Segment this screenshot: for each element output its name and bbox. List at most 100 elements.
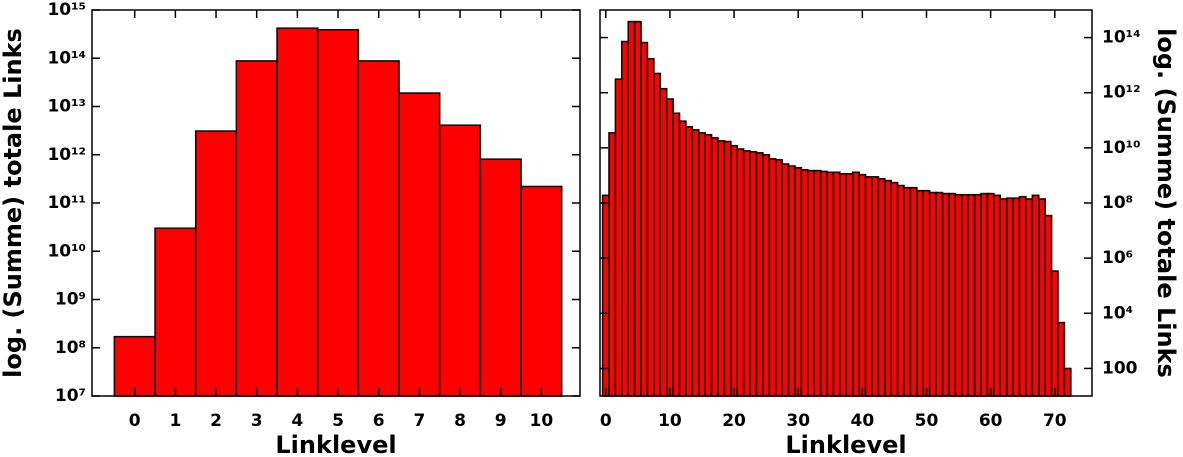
y-tick-label: 10¹²	[1102, 83, 1141, 103]
bar	[736, 148, 745, 397]
bar	[832, 171, 841, 397]
bar	[999, 198, 1008, 397]
bar	[704, 133, 713, 397]
bar	[698, 132, 706, 397]
bar	[601, 194, 610, 397]
bar	[749, 151, 758, 397]
bar	[877, 177, 886, 397]
bar	[980, 192, 989, 397]
x-tick-label: 4	[291, 411, 303, 431]
bar	[520, 185, 563, 397]
y-tick-label: 10⁹	[55, 290, 86, 310]
y-tick-label: 10¹⁴	[47, 48, 86, 68]
bar	[1038, 198, 1046, 397]
bar	[768, 158, 777, 397]
y-tick-label: 10¹¹	[47, 193, 86, 213]
bar	[928, 191, 937, 397]
bar	[1025, 198, 1034, 397]
x-tick-label: 30	[786, 411, 810, 431]
x-tick-label: 9	[495, 411, 507, 431]
x-tick-label: 2	[210, 411, 222, 431]
bar	[890, 181, 899, 397]
y-tick-label: 10¹⁵	[47, 0, 86, 20]
x-tick-label: 70	[1043, 411, 1067, 431]
bar	[276, 27, 319, 397]
bar	[961, 193, 969, 397]
bar	[762, 154, 771, 397]
bar	[903, 186, 912, 397]
bar	[653, 72, 662, 397]
x-tick-label: 50	[915, 411, 939, 431]
x-axis-label: Linklevel	[785, 431, 906, 457]
bar	[948, 192, 957, 397]
y-tick-label: 100	[1102, 358, 1138, 378]
bar	[691, 129, 700, 397]
bar	[627, 20, 636, 397]
bar	[672, 112, 681, 397]
y-axis-label: log. (Summe) totale Links	[0, 28, 27, 378]
y-tick-label: 10¹²	[47, 145, 86, 165]
x-tick-label: 10	[530, 411, 554, 431]
x-tick-label: 8	[454, 411, 466, 431]
x-axis-label: Linklevel	[275, 431, 396, 457]
y-tick-label: 10⁷	[55, 386, 86, 406]
bar	[659, 87, 668, 397]
bar	[1050, 270, 1059, 397]
bar	[794, 166, 803, 397]
bar	[871, 176, 880, 397]
x-tick-label: 60	[979, 411, 1003, 431]
plot: 0 10 20 30 40 50 60 70 100 10⁴ 10⁶ 10⁸ 10¹⁰ 10¹² 10¹⁴ L…	[599, 9, 1180, 457]
bar	[845, 173, 854, 397]
y-axis-label: log. (Summe) totale Links	[1152, 28, 1180, 378]
bar	[787, 165, 796, 397]
bar	[1063, 367, 1072, 397]
bar	[730, 144, 739, 397]
bar	[742, 150, 751, 397]
bar	[813, 169, 822, 397]
bar	[398, 92, 441, 397]
bar	[909, 186, 918, 397]
bar	[316, 28, 360, 397]
bar	[438, 124, 482, 397]
x-tick-label: 5	[332, 411, 344, 431]
bar	[665, 98, 674, 397]
bar	[113, 335, 156, 397]
bar	[357, 60, 400, 397]
bar	[807, 169, 815, 397]
x-tick-label: 1	[169, 411, 181, 431]
bar	[916, 189, 925, 397]
bar	[685, 126, 694, 397]
bar	[154, 227, 197, 397]
bar	[1057, 321, 1066, 397]
bar	[646, 58, 655, 397]
bar	[479, 158, 522, 397]
bar	[614, 78, 623, 397]
bar	[608, 132, 617, 397]
bar	[839, 173, 848, 397]
bar	[633, 20, 642, 397]
x-tick-label: 20	[722, 411, 746, 431]
bar	[235, 60, 278, 397]
bar	[858, 173, 867, 397]
bar	[640, 41, 649, 397]
y-tick-label: 10⁸	[55, 338, 86, 358]
y-tick-label: 10¹⁰	[1102, 138, 1141, 158]
y-tick-label: 10¹⁰	[47, 241, 86, 261]
y-tick-label: 10⁸	[1102, 193, 1133, 213]
y-tick-label: 10⁴	[1102, 303, 1133, 323]
y-tick-label: 10¹⁴	[1102, 28, 1141, 48]
bar	[922, 189, 931, 397]
y-tick-label: 10⁶	[1102, 248, 1133, 268]
bar	[1005, 197, 1014, 397]
bar	[941, 192, 950, 397]
bar	[954, 193, 963, 397]
x-tick-label: 7	[413, 411, 425, 431]
bar	[717, 140, 726, 397]
bar	[1012, 197, 1021, 397]
bar	[1044, 214, 1053, 397]
bar	[896, 184, 905, 397]
x-tick-label: 0	[129, 411, 141, 431]
bar	[621, 40, 629, 397]
x-tick-label: 3	[251, 411, 263, 431]
